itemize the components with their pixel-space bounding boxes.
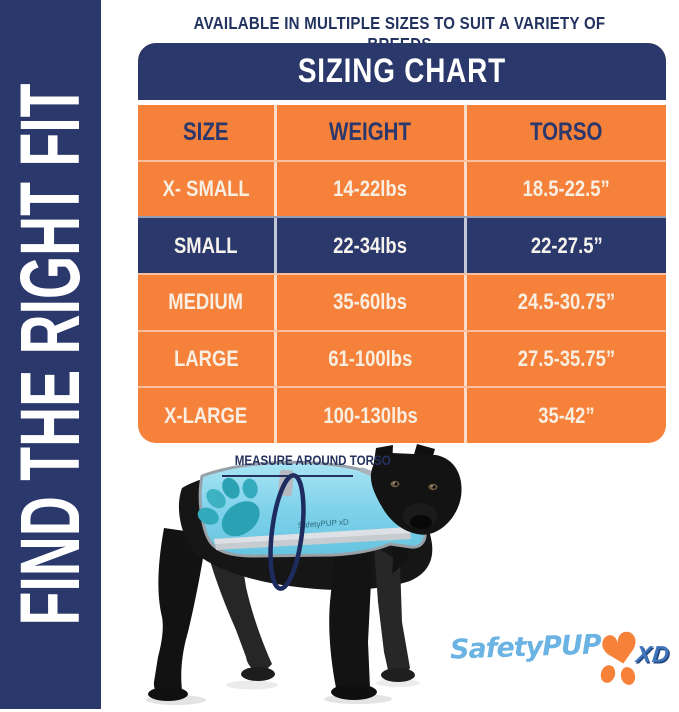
cell-weight: 61-100lbs xyxy=(277,331,467,387)
cell-torso: 22-27.5” xyxy=(530,232,603,258)
left-banner: FIND THE RIGHT FIT xyxy=(0,0,101,709)
cell-weight: 14-22lbs xyxy=(277,161,467,217)
table-row-large: LARGE 61-100lbs 27.5-35.75” xyxy=(138,329,666,387)
cell-torso: 18.5-22.5” xyxy=(522,176,611,201)
dog-front-leg-near xyxy=(329,542,372,693)
measure-torso-label: MEASURE AROUND TORSO xyxy=(222,452,391,477)
safety-vest: SafetyPUP xD xyxy=(197,460,427,558)
sizing-table: SIZE WEIGHT TORSO X- SMALL 14-22lbs 18.5… xyxy=(138,105,666,443)
cell-torso: 24.5-30.75” xyxy=(517,289,616,315)
logo-paw-icon xyxy=(600,631,636,685)
cell-torso: 27.5-35.75” xyxy=(517,346,616,372)
cell-weight: 35-60lbs xyxy=(277,275,467,330)
cell-size: X-LARGE xyxy=(138,388,277,443)
cell-size: LARGE xyxy=(138,331,277,387)
brand-logo: SafetyPUP XD xyxy=(440,624,679,692)
table-row-small-highlighted: SMALL 22-34lbs 22-27.5” xyxy=(138,216,666,274)
chart-title-bar: SIZING CHART xyxy=(138,43,666,105)
table-row-xsmall: X- SMALL 14-22lbs 18.5-22.5” xyxy=(138,159,666,217)
dog-head xyxy=(370,444,462,535)
brand-suffix-text: XD xyxy=(634,641,672,667)
vest-brand-text: SafetyPUP xD xyxy=(298,517,350,530)
table-row-medium: MEDIUM 35-60lbs 24.5-30.75” xyxy=(138,273,666,330)
cell-size: MEDIUM xyxy=(138,275,277,330)
col-header-torso: TORSO xyxy=(530,117,603,146)
dog-nose xyxy=(410,515,432,529)
table-header-row: SIZE WEIGHT TORSO xyxy=(138,105,666,160)
cell-size: X- SMALL xyxy=(138,161,277,217)
col-header-weight: WEIGHT xyxy=(277,105,467,160)
brand-name-text: SafetyPUP xyxy=(449,629,602,666)
vest-pawprint-icon xyxy=(197,477,260,537)
table-row-xlarge: X-LARGE 100-130lbs 35-42” xyxy=(138,386,666,443)
dog-rear-leg-near xyxy=(153,528,206,696)
cell-weight: 100-130lbs xyxy=(277,388,467,443)
dog-photo-illustration: SafetyPUP xD xyxy=(146,444,462,705)
banner-vertical-text: FIND THE RIGHT FIT xyxy=(3,83,98,626)
dog-rear-leg-far xyxy=(208,554,272,672)
chart-title: SIZING CHART xyxy=(297,52,507,90)
dog-front-leg-far xyxy=(374,546,410,676)
col-header-size: SIZE xyxy=(138,105,277,160)
cell-weight: 22-34lbs xyxy=(277,218,467,274)
cell-size: SMALL xyxy=(138,218,277,274)
cell-torso: 35-42” xyxy=(538,402,595,428)
sizing-chart-panel: SIZING CHART SIZE WEIGHT TORSO X- SMALL … xyxy=(138,43,666,443)
